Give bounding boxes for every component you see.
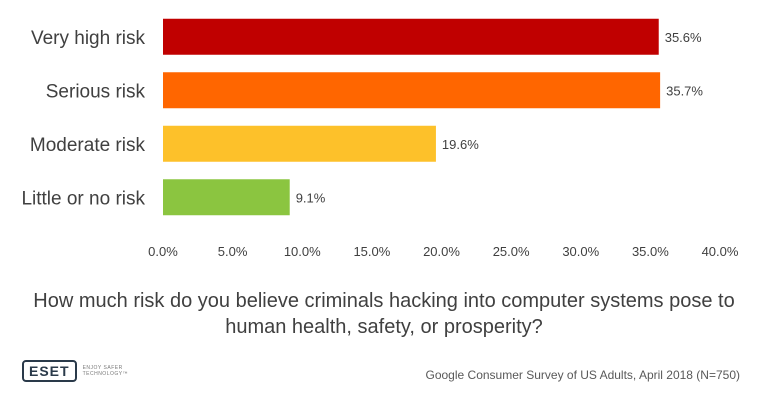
question-line-2: human health, safety, or prosperity? (225, 316, 543, 338)
value-labels: 35.6% 35.7% 19.6% 9.1% (296, 30, 704, 206)
value-label: 35.7% (666, 83, 703, 98)
bar-very-high-risk (163, 18, 659, 55)
x-tick-label: 10.0% (284, 244, 321, 259)
x-tick-label: 40.0% (702, 244, 739, 259)
bar-serious-risk (163, 72, 661, 109)
eset-logo-tagline: ENJOY SAFER TECHNOLOGY™ (82, 365, 129, 377)
value-label: 9.1% (296, 190, 326, 205)
bar-moderate-risk (163, 125, 436, 162)
question-line-1: How much risk do you believe criminals h… (33, 290, 735, 312)
eset-logo-wordmark: ESET (22, 360, 77, 382)
category-label: Moderate risk (30, 135, 146, 156)
bar-chart: Very high risk Serious risk Moderate risk L… (21, 18, 739, 259)
x-tick-label: 0.0% (148, 244, 178, 259)
value-label: 19.6% (442, 137, 479, 152)
x-axis-tick-labels: 0.0% 5.0% 10.0% 15.0% 20.0% 25.0% 30.0% 35.0% 40… (148, 244, 739, 259)
eset-logo: ESET ENJOY SAFER TECHNOLOGY™ (22, 360, 143, 382)
category-label: Very high risk (31, 28, 146, 49)
x-tick-label: 30.0% (562, 244, 599, 259)
x-tick-label: 15.0% (353, 244, 390, 259)
value-label: 35.6% (665, 30, 702, 45)
x-tick-label: 5.0% (218, 244, 248, 259)
category-labels: Very high risk Serious risk Moderate risk L… (21, 28, 145, 210)
category-label: Serious risk (46, 81, 146, 102)
x-tick-label: 35.0% (632, 244, 669, 259)
bar-little-or-no-risk (163, 179, 290, 216)
x-tick-label: 25.0% (493, 244, 530, 259)
source-note: Google Consumer Survey of US Adults, Apr… (425, 368, 741, 382)
category-label: Little or no risk (21, 188, 145, 209)
bars-group (163, 18, 661, 216)
x-tick-label: 20.0% (423, 244, 460, 259)
survey-question: How much risk do you believe criminals h… (0, 288, 768, 340)
